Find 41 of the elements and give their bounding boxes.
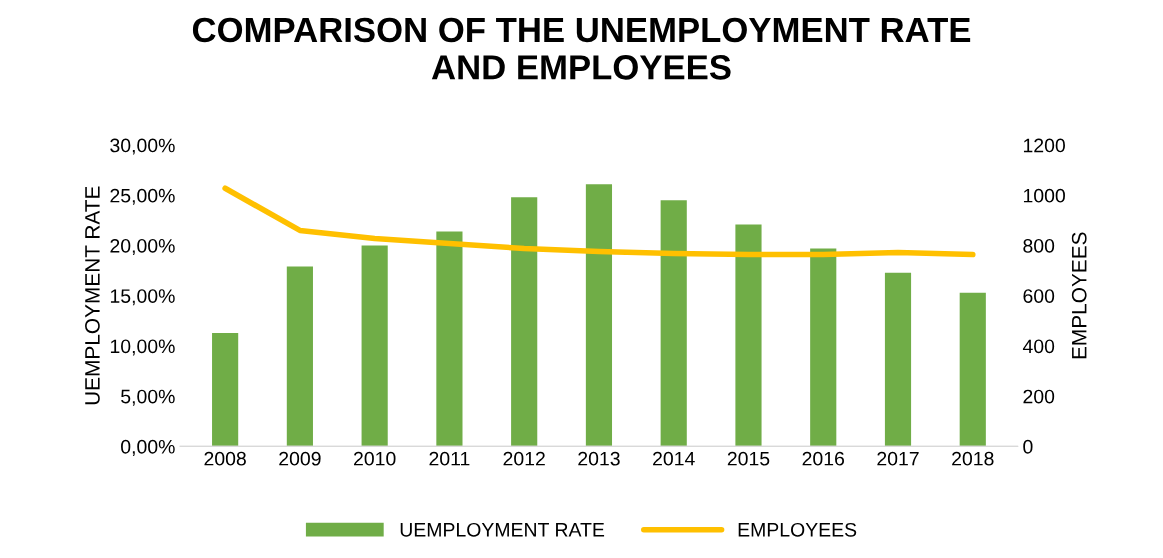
bar [735, 224, 762, 447]
legend-label: UEMPLOYMENT RATE [400, 522, 605, 537]
y2-tick-label: 200 [1023, 389, 1055, 404]
x-tick-label: 2010 [354, 451, 396, 466]
bar [810, 248, 837, 447]
y-tick-label: 20,00% [110, 238, 175, 256]
bar [884, 272, 912, 447]
x-tick-label: 2018 [952, 451, 994, 466]
x-tick-label: 2008 [204, 451, 246, 466]
bar [436, 231, 463, 447]
y2-tick-label: 0 [1023, 439, 1033, 454]
x-tick-label: 2017 [877, 451, 919, 466]
y2-tick-label: 1000 [1023, 188, 1065, 203]
y-tick-label: 15,00% [110, 289, 175, 306]
chart-title: COMPARISON OF THE UNEMPLOYMENT RATE AND EMPLOYEES [192, 17, 971, 80]
bar [585, 184, 613, 447]
x-tick-label: 2014 [653, 451, 695, 466]
bar [212, 332, 239, 447]
bar [286, 266, 313, 447]
y2-tick-label: 400 [1022, 339, 1055, 354]
x-tick-label: 2011 [429, 451, 470, 466]
y-tick-label: 0,00% [121, 439, 175, 456]
y-tick-label: 25,00% [110, 188, 175, 205]
bar [511, 197, 538, 447]
x-tick-label: 2016 [802, 451, 845, 466]
y2-tick-label: 1200 [1023, 138, 1065, 153]
y2-tick-label: 800 [1023, 238, 1055, 253]
bar [660, 200, 687, 447]
y-tick-label: 30,00% [110, 138, 175, 155]
x-tick-label: 2009 [279, 451, 321, 466]
x-tick-label: 2012 [503, 451, 545, 466]
x-tick-label: 2013 [578, 451, 620, 466]
bar [361, 245, 388, 447]
y-tick-label: 10,00% [110, 339, 175, 356]
legend-label: EMPLOYEES [738, 522, 857, 537]
bar [959, 292, 986, 447]
y-axis-title: UEMPLOYMENT RATE [85, 186, 100, 405]
y-tick-label: 5,00% [121, 389, 175, 406]
y2-axis-title: EMPLOYEES [1071, 232, 1087, 359]
y2-tick-label: 600 [1023, 289, 1055, 303]
x-tick-label: 2015 [727, 451, 770, 466]
